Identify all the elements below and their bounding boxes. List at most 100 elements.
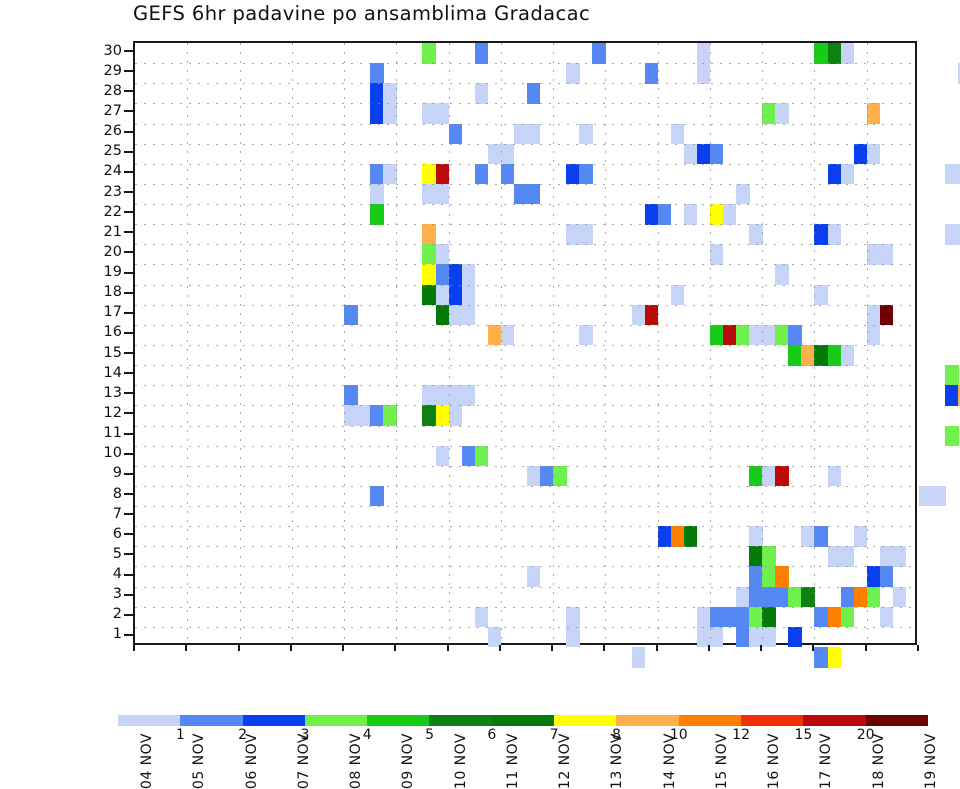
- heatmap-cell: [474, 606, 489, 628]
- colorbar-swatch: [678, 715, 741, 726]
- y-axis-label: 26: [103, 123, 122, 140]
- y-axis-label: 24: [103, 163, 122, 180]
- y-axis-tick: [124, 150, 135, 153]
- y-axis-tick: [124, 593, 135, 596]
- heatmap-cell: [762, 546, 776, 567]
- heatmap-cell: [788, 324, 802, 346]
- heatmap-cell: [448, 405, 463, 426]
- heatmap-cell: [827, 345, 841, 366]
- heatmap-cell: [448, 385, 463, 406]
- y-axis-tick: [124, 110, 135, 113]
- heatmap-cell: [827, 606, 841, 628]
- y-axis-tick: [124, 352, 135, 355]
- heatmap-cell: [840, 345, 855, 366]
- heatmap-cell: [709, 606, 724, 628]
- heatmap-cell: [709, 244, 724, 265]
- colorbar-swatch: [865, 715, 928, 726]
- heatmap-cell: [945, 425, 959, 447]
- colorbar-swatch: [242, 715, 305, 726]
- heatmap-cell: [435, 264, 449, 285]
- x-axis: 04 NOV 05 NOV 06 NOV 07 NOV 08 NOV 09 NOV 10 N…: [133, 645, 939, 789]
- colorbar-tick-label: 4: [362, 727, 372, 743]
- y-axis-label: 19: [103, 264, 122, 281]
- heatmap-cell: [461, 284, 476, 306]
- heatmap-plot: [133, 41, 960, 668]
- heatmap-cell: [422, 284, 436, 306]
- heatmap-cell: [500, 324, 515, 346]
- heatmap-cell: [866, 103, 881, 124]
- heatmap-cell: [814, 224, 828, 245]
- y-axis-tick: [124, 311, 135, 314]
- heatmap-cell: [709, 204, 724, 225]
- heatmap-cell: [775, 324, 789, 346]
- heatmap-cell: [723, 324, 737, 346]
- colorbar-swatch: [429, 715, 492, 726]
- heatmap-cell: [775, 264, 789, 285]
- y-axis-label: 30: [103, 42, 122, 59]
- heatmap-cell: [840, 546, 855, 567]
- colorbar-tick-label: 5: [425, 727, 434, 743]
- heatmap-cell: [801, 526, 815, 547]
- x-axis-tick: [133, 645, 135, 651]
- heatmap-cell: [553, 465, 567, 487]
- heatmap-cell: [527, 123, 541, 145]
- heatmap-cell: [879, 566, 894, 587]
- y-axis-tick: [124, 170, 135, 173]
- heatmap-cell: [422, 264, 436, 285]
- y-axis-label: 28: [103, 82, 122, 99]
- y-axis-label: 10: [103, 445, 122, 462]
- heatmap-cell: [566, 163, 580, 185]
- x-axis-tick: [655, 645, 658, 651]
- colorbar-swatch: [740, 715, 804, 726]
- heatmap-cell: [644, 63, 659, 84]
- heatmap-cell: [840, 163, 855, 185]
- heatmap-cell: [670, 284, 685, 306]
- colorbar-swatch: [304, 715, 368, 726]
- x-axis-tick: [917, 645, 919, 651]
- heatmap-cell: [448, 304, 463, 326]
- y-axis-label: 4: [112, 566, 122, 583]
- heatmap-cell: [958, 385, 960, 406]
- heatmap-cell: [696, 63, 711, 84]
- heatmap-cell: [448, 123, 463, 145]
- y-axis-tick: [124, 271, 135, 274]
- heatmap-cell: [657, 204, 672, 225]
- heatmap-cell: [422, 385, 436, 406]
- heatmap-cell: [435, 163, 449, 185]
- heatmap-cell: [474, 83, 489, 104]
- page-title: GEFS 6hr padavine po ansamblima Gradacac: [133, 2, 591, 25]
- y-axis-tick: [124, 513, 135, 516]
- x-axis-tick: [185, 645, 188, 651]
- heatmap-cell: [448, 284, 463, 306]
- heatmap-cell: [474, 445, 489, 467]
- heatmap-cell: [866, 304, 881, 326]
- y-axis-tick: [124, 633, 135, 636]
- y-axis-tick: [124, 231, 135, 234]
- heatmap-cell: [749, 465, 763, 487]
- y-axis: 1 2 3 4 5 6 7 8 9 10 11 12 13 14 15 16 17 18 19 20 21 22 23 24 2…: [96, 41, 135, 645]
- heatmap-cell: [422, 103, 436, 124]
- heatmap-cell: [749, 324, 763, 346]
- y-axis-tick: [124, 251, 135, 254]
- heatmap-cell: [683, 526, 698, 547]
- heatmap-cell: [474, 163, 489, 185]
- heatmap-cell: [709, 143, 724, 165]
- heatmap-cell: [801, 586, 815, 608]
- y-axis-label: 23: [103, 183, 122, 200]
- heatmap-cell: [370, 163, 384, 185]
- y-axis-tick: [124, 331, 135, 334]
- heatmap-cell: [840, 586, 855, 608]
- x-axis-tick: [394, 645, 397, 651]
- heatmap-cell: [788, 586, 802, 608]
- heatmap-cell: [749, 586, 763, 608]
- heatmap-cell: [879, 304, 894, 326]
- heatmap-cell: [749, 526, 763, 547]
- heatmap-cell: [892, 586, 907, 608]
- heatmap-cell: [749, 566, 763, 587]
- heatmap-cell: [527, 183, 541, 205]
- heatmap-cell: [709, 626, 724, 648]
- y-axis-tick: [124, 573, 135, 576]
- heatmap-cell: [461, 445, 476, 467]
- colorbar-swatch: [554, 715, 617, 726]
- heatmap-cell: [579, 224, 593, 245]
